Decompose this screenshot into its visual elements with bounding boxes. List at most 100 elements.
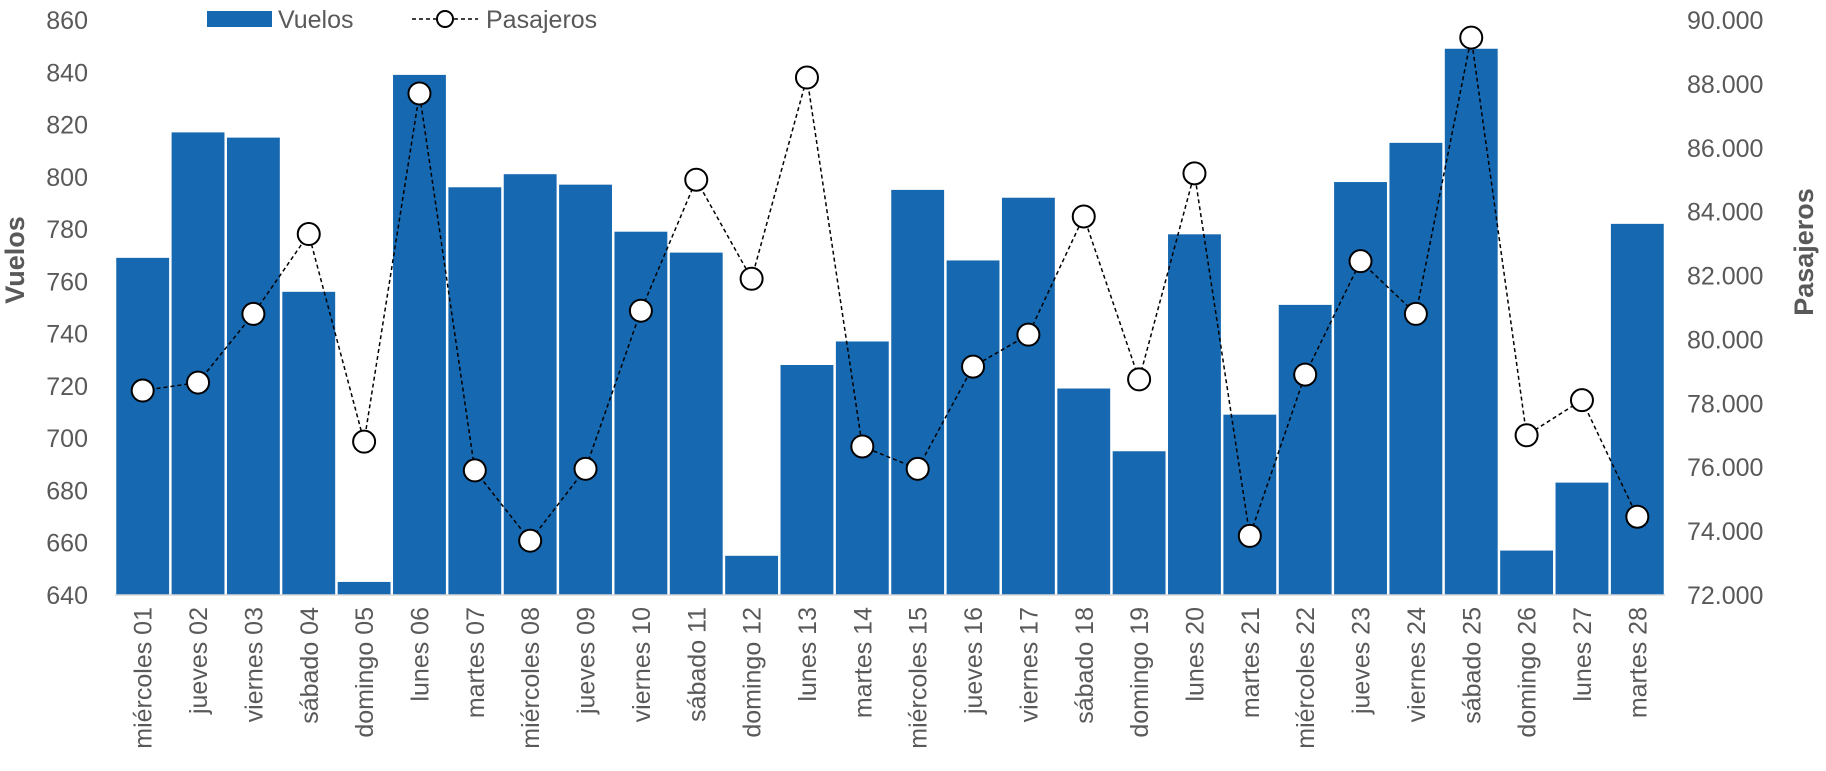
vuelos-bars [116,48,1664,596]
point-pasajeros [518,528,543,553]
bar-vuelos [891,189,945,596]
bar-vuelos [669,252,723,595]
category-label: sábado 04 [296,607,324,724]
right-tick-label: 78.000 [1687,390,1763,418]
right-axis-title: Pasajeros [1789,188,1819,316]
bar-vuelos [226,137,280,595]
point-pasajeros [905,456,930,481]
point-pasajeros [186,370,211,395]
category-label: jueves 16 [960,607,988,715]
category-label: jueves 02 [185,607,213,715]
legend-label-vuelos: Vuelos [278,6,354,34]
legend-label-pasajeros: Pasajeros [486,6,597,34]
bar-vuelos [780,365,834,595]
category-label: sábado 11 [683,607,711,722]
category-label: viernes 03 [240,607,268,722]
point-pasajeros [1182,161,1207,186]
left-tick-label: 800 [46,164,88,192]
right-tick-label: 82.000 [1687,263,1763,291]
left-tick-label: 720 [46,373,88,401]
bar-vuelos [1334,182,1387,595]
left-tick-label: 760 [46,268,88,296]
category-label: jueves 23 [1348,607,1376,715]
category-label: lunes 06 [406,607,434,702]
category-label: martes 21 [1237,607,1265,718]
left-tick-label: 840 [46,59,88,87]
right-tick-label: 72.000 [1687,582,1763,610]
category-label: viernes 24 [1403,607,1431,722]
left-tick-label: 740 [46,321,88,349]
category-label: martes 28 [1624,607,1652,718]
right-axis-ticks: 72.000 74.000 76.000 78.000 80.000 82.000 84.0… [1687,7,1763,610]
legend-marker-pasajeros [436,10,454,28]
bar-vuelos [1500,550,1554,595]
right-tick-label: 80.000 [1687,326,1763,354]
point-pasajeros [130,378,155,403]
bar-vuelos [559,184,612,595]
bar-vuelos [1278,304,1332,595]
category-label: miércoles 15 [905,607,933,749]
point-pasajeros [1514,423,1539,448]
right-tick-label: 84.000 [1687,199,1763,227]
bar-vuelos [1001,197,1055,595]
right-tick-label: 86.000 [1687,135,1763,163]
category-label: sábado 25 [1458,607,1486,724]
bar-vuelos [1555,482,1609,595]
category-label: domingo 19 [1126,607,1154,738]
point-pasajeros [352,429,377,454]
right-tick-label: 90.000 [1687,7,1763,35]
bar-vuelos [503,174,557,596]
category-labels: miércoles 01 jueves 02 viernes 03 sábado 04… [130,607,1653,749]
bar-vuelos [614,231,668,596]
point-pasajeros [1569,388,1594,413]
point-pasajeros [1127,367,1152,392]
point-pasajeros [1071,204,1096,229]
point-pasajeros [573,456,598,481]
point-pasajeros [794,65,819,90]
bar-vuelos [448,187,502,596]
bar-vuelos [835,341,889,595]
legend-swatch-vuelos [207,11,272,27]
point-pasajeros [684,167,709,192]
category-label: lunes 27 [1569,607,1597,702]
left-tick-label: 640 [46,582,88,610]
bar-vuelos [1057,388,1111,595]
point-pasajeros [296,222,321,247]
category-label: lunes 20 [1181,607,1209,702]
bar-vuelos [1389,142,1443,595]
category-label: martes 14 [849,607,877,718]
bar-vuelos [946,260,1000,595]
point-pasajeros [407,81,432,106]
point-pasajeros [739,266,764,291]
bar-vuelos [393,74,446,596]
bar-vuelos [1112,451,1166,595]
category-label: viernes 17 [1015,607,1043,722]
bar-vuelos [1444,48,1498,595]
bar-vuelos [1168,234,1221,595]
category-label: miércoles 22 [1292,607,1320,749]
left-tick-label: 680 [46,477,88,505]
bar-vuelos [337,581,391,595]
point-pasajeros [850,434,875,459]
point-pasajeros [1293,362,1318,387]
left-tick-label: 660 [46,530,88,558]
left-axis-title: Vuelos [0,216,30,304]
right-tick-label: 74.000 [1687,518,1763,546]
point-pasajeros [1625,504,1650,529]
point-pasajeros [1348,249,1373,274]
point-pasajeros [628,298,653,323]
right-tick-label: 76.000 [1687,454,1763,482]
point-pasajeros [1016,322,1041,347]
left-axis-ticks: 640 660 680 700 720 740 760 780 800 820 840 860 [46,7,88,610]
category-label: sábado 18 [1071,607,1099,724]
bar-vuelos [1223,414,1277,595]
category-label: domingo 05 [351,607,379,738]
bar-vuelos [116,257,170,595]
legend: Vuelos Pasajeros [207,6,597,34]
bar-vuelos [725,555,779,595]
pasajeros-line-layer [130,25,1650,553]
category-label: lunes 13 [794,607,822,702]
category-label: miércoles 08 [517,607,545,749]
category-label: domingo 26 [1514,607,1542,738]
